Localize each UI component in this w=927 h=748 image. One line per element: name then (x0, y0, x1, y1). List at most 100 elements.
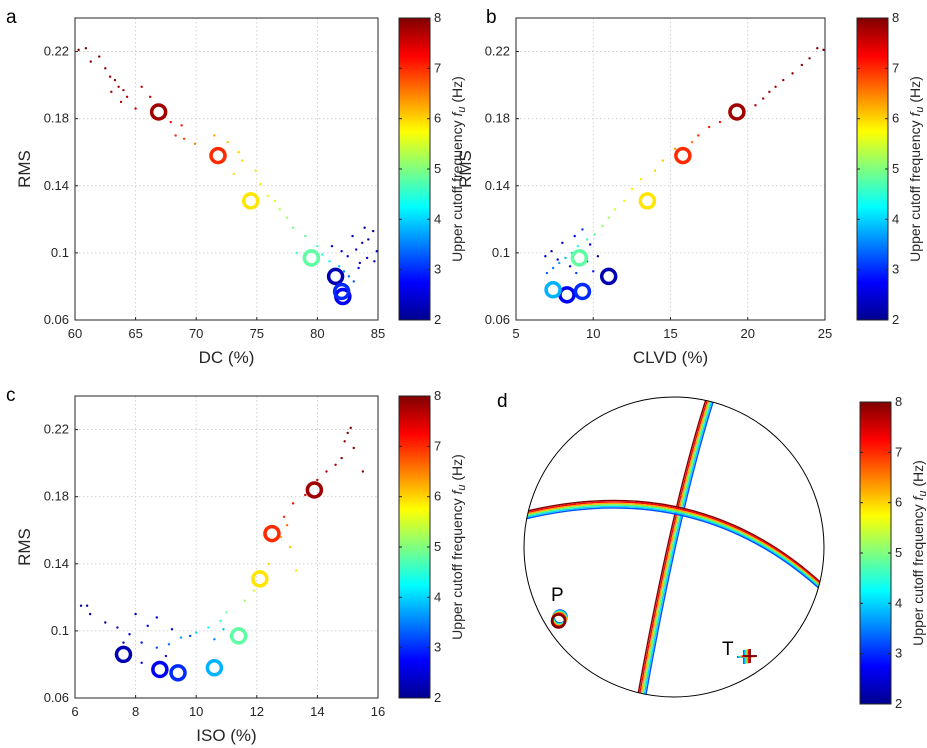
solution-circle (209, 146, 227, 165)
axes-frame (74, 395, 379, 699)
colorbar-tick-label: 7 (895, 444, 902, 459)
y-tick-label: 0.1 (492, 245, 510, 260)
x-tick-label: 85 (371, 326, 385, 341)
scatter-dot (243, 599, 246, 602)
scatter-dot (593, 233, 596, 236)
solution-circle (263, 524, 281, 543)
scatter-dot (354, 248, 358, 251)
scatter-dot (365, 256, 369, 260)
scatter-dot (371, 229, 375, 233)
y-tick-label: 0.1 (51, 623, 69, 638)
panel-label-a: a (6, 7, 17, 28)
axes-frame (74, 17, 379, 321)
scatter-dot (122, 88, 125, 92)
scatter-dot (119, 100, 123, 104)
data-points (77, 47, 378, 306)
colorbar-tick-label: 4 (434, 589, 441, 604)
scatter-dot (140, 85, 143, 88)
nodal-plane-1 (637, 397, 710, 697)
colorbar-tick-label: 2 (434, 312, 441, 327)
scatter-dot (278, 208, 282, 211)
x-axis-label: DC (%) (199, 348, 255, 367)
scatter-dot (550, 250, 553, 253)
scatter-dot (291, 502, 295, 505)
colorbar-tick-label: 3 (895, 646, 902, 661)
colorbar-tick-label: 7 (434, 60, 441, 75)
nodal-plane-2 (524, 502, 824, 592)
y-tick-label: 0.22 (44, 44, 69, 59)
scatter-dot (358, 261, 362, 265)
nodal-plane-2 (524, 504, 824, 594)
nodal-plane-2 (524, 501, 824, 591)
colorbar-tick-label: 8 (895, 394, 902, 409)
colorbar-tick-label: 6 (434, 489, 441, 504)
scatter-dot (125, 95, 129, 99)
solution-circle (544, 281, 562, 299)
scatter-dot (690, 140, 694, 144)
scatter-dot (342, 270, 346, 273)
scatter-dot (279, 535, 283, 539)
scatter-dot (581, 228, 584, 231)
scatter-dot (207, 626, 210, 629)
scatter-dot (351, 234, 354, 238)
scatter-dot (182, 137, 186, 140)
colorbar-tick-label: 7 (434, 438, 441, 453)
scatter-dot (98, 55, 101, 58)
colorbar-gradient (398, 395, 431, 699)
scatter-dot (146, 624, 149, 628)
scatter-dot (545, 271, 549, 275)
scatter-dot (294, 569, 298, 572)
scatter-dot (116, 626, 119, 629)
colorbar-tick-label: 4 (892, 211, 899, 226)
y-tick-label: 0.14 (44, 178, 69, 193)
colorbar-tick-label: 4 (895, 595, 902, 610)
nodal-plane-1 (644, 397, 716, 697)
scatter-dot (226, 140, 229, 144)
y-tick-label: 0.06 (44, 312, 69, 327)
solution-circle (599, 267, 618, 286)
colorbar-tick-label: 5 (895, 545, 902, 560)
data-points (544, 47, 825, 304)
scatter-dot (697, 134, 700, 137)
scatter-dot (556, 258, 559, 261)
colorbar-gradient (856, 17, 889, 321)
scatter-dot (653, 169, 657, 172)
solution-circle (570, 249, 589, 267)
y-tick-label: 0.06 (485, 312, 510, 327)
scatter-dot (639, 177, 643, 181)
scatter-dot (588, 243, 592, 246)
solution-circle (326, 267, 345, 286)
scatter-dot (195, 631, 198, 634)
scatter-dot (564, 256, 567, 260)
colorbar-a: 2 3 4 5 6 7 8 Upper cutoff frequency fu (Hz) (398, 10, 468, 327)
panel-label-b: b (486, 7, 497, 28)
scatter-dot (754, 104, 757, 107)
t-axis-label: T (722, 639, 734, 660)
x-tick-label: 14 (310, 704, 324, 719)
scatter-dot (219, 619, 222, 623)
scatter-dot (367, 238, 370, 241)
solution-circle (305, 481, 324, 499)
scatter-dot (573, 234, 576, 238)
panel-label-d: d (497, 391, 508, 412)
scatter-dot (188, 634, 192, 638)
scatter-dot (273, 199, 277, 203)
colorbar-tick-label: 5 (892, 161, 899, 176)
scatter-dot (77, 48, 80, 52)
scatter-dot (361, 241, 364, 245)
colorbar-tick-label: 6 (434, 111, 441, 126)
panel-label-c: c (6, 385, 16, 406)
scatter-dot (128, 633, 131, 636)
scatter-dot (585, 238, 589, 241)
y-tick-label: 0.18 (485, 111, 510, 126)
scatter-dot (88, 612, 92, 616)
scatter-dot (134, 612, 137, 616)
t-axis-markers (737, 649, 757, 664)
scatter-dot (85, 604, 89, 607)
scatter-dot (349, 426, 352, 430)
scatter-dot (357, 266, 360, 270)
x-tick-label: 10 (189, 704, 203, 719)
y-tick-label: 0.1 (51, 245, 69, 260)
x-axis-label: ISO (%) (196, 726, 256, 745)
